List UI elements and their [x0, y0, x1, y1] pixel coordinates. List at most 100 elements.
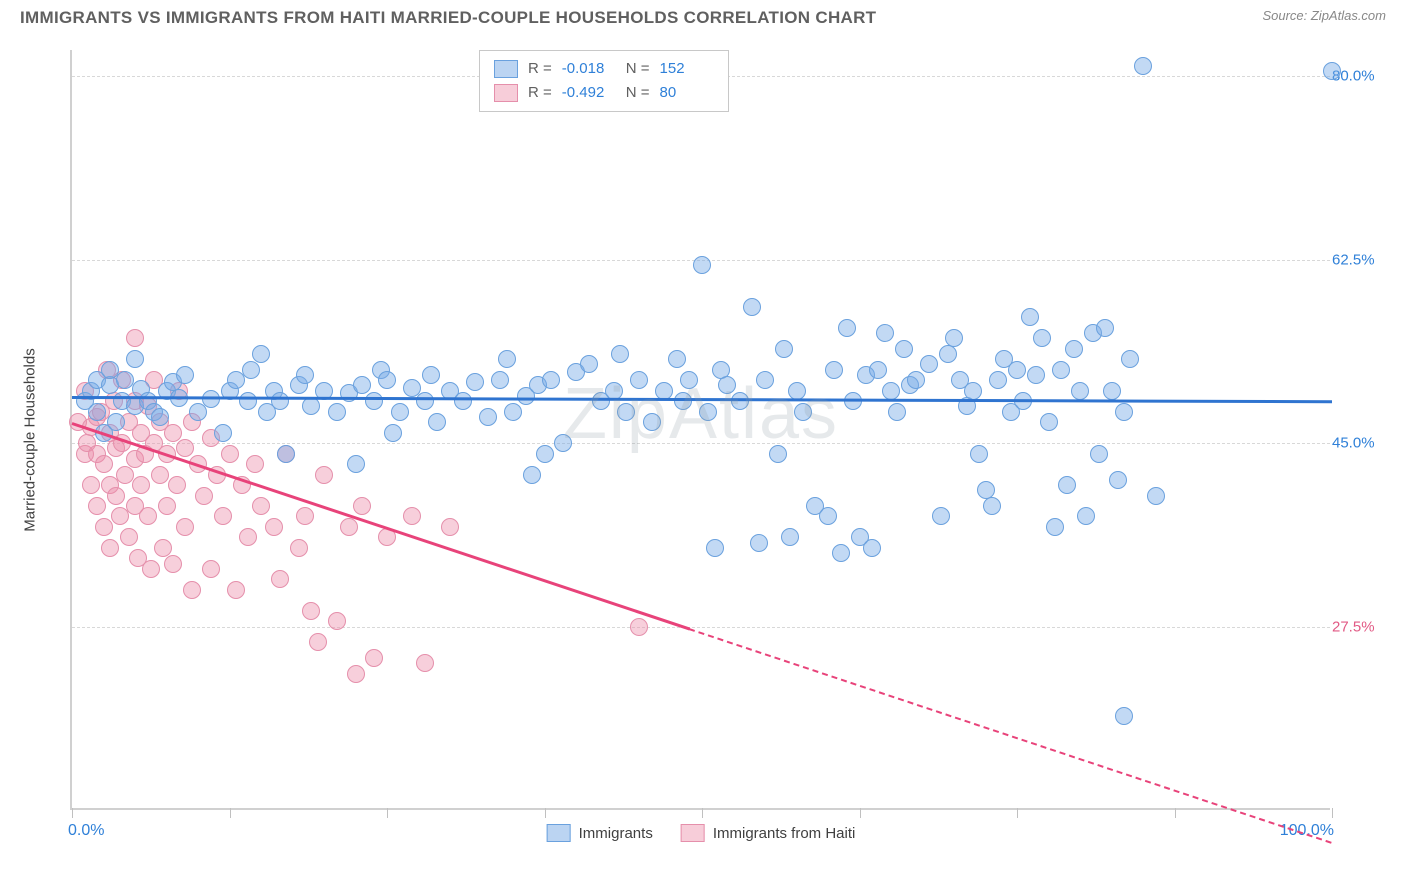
data-point	[176, 518, 194, 536]
data-point	[353, 497, 371, 515]
data-point	[643, 413, 661, 431]
data-point	[1147, 487, 1165, 505]
data-point	[195, 487, 213, 505]
trend-line	[72, 396, 1332, 403]
data-point	[1027, 366, 1045, 384]
data-point	[750, 534, 768, 552]
data-point	[1323, 62, 1341, 80]
data-point	[580, 355, 598, 373]
data-point	[416, 654, 434, 672]
data-point	[888, 403, 906, 421]
data-point	[825, 361, 843, 379]
data-point	[907, 371, 925, 389]
data-point	[876, 324, 894, 342]
data-point	[242, 361, 260, 379]
x-label-start: 0.0%	[68, 822, 104, 840]
data-point	[302, 602, 320, 620]
legend-row: R =-0.492N =80	[494, 81, 714, 105]
data-point	[781, 528, 799, 546]
data-point	[1071, 382, 1089, 400]
data-point	[107, 487, 125, 505]
data-point	[347, 665, 365, 683]
data-point	[756, 371, 774, 389]
data-point	[151, 408, 169, 426]
legend-N-value: 152	[660, 57, 714, 81]
data-point	[869, 361, 887, 379]
data-point	[296, 507, 314, 525]
data-point	[347, 455, 365, 473]
data-point	[611, 345, 629, 363]
legend-swatch	[494, 60, 518, 78]
data-point	[1134, 57, 1152, 75]
data-point	[142, 560, 160, 578]
data-point	[428, 413, 446, 431]
data-point	[239, 528, 257, 546]
data-point	[95, 518, 113, 536]
data-point	[365, 392, 383, 410]
data-point	[214, 507, 232, 525]
data-point	[116, 371, 134, 389]
data-point	[1115, 707, 1133, 725]
data-point	[479, 408, 497, 426]
data-point	[296, 366, 314, 384]
legend-swatch	[681, 824, 705, 842]
y-axis-title: Married-couple Households	[22, 348, 39, 531]
trend-line	[72, 422, 690, 630]
data-point	[819, 507, 837, 525]
data-point	[630, 618, 648, 636]
data-point	[693, 256, 711, 274]
data-point	[895, 340, 913, 358]
data-point	[970, 445, 988, 463]
data-point	[964, 382, 982, 400]
data-point	[1058, 476, 1076, 494]
x-tick	[1332, 808, 1333, 818]
data-point	[945, 329, 963, 347]
data-point	[88, 403, 106, 421]
x-tick	[1017, 808, 1018, 818]
data-point	[504, 403, 522, 421]
data-point	[246, 455, 264, 473]
legend-N-value: 80	[660, 81, 714, 105]
chart-container: Married-couple Households ZipAtlas R =-0…	[50, 50, 1380, 830]
gridline	[72, 443, 1330, 444]
data-point	[239, 392, 257, 410]
data-point	[1103, 382, 1121, 400]
data-point	[176, 439, 194, 457]
plot-area: ZipAtlas R =-0.018N =152R =-0.492N =80 I…	[70, 50, 1330, 810]
data-point	[674, 392, 692, 410]
y-tick-label: 62.5%	[1332, 251, 1384, 268]
data-point	[384, 424, 402, 442]
legend-R-label: R =	[528, 57, 552, 81]
data-point	[227, 581, 245, 599]
gridline	[72, 627, 1330, 628]
legend-series-name: Immigrants from Haiti	[713, 825, 856, 842]
data-point	[315, 466, 333, 484]
data-point	[536, 445, 554, 463]
data-point	[353, 376, 371, 394]
data-point	[183, 581, 201, 599]
data-point	[290, 539, 308, 557]
data-point	[120, 528, 138, 546]
legend-R-value: -0.492	[562, 81, 616, 105]
legend-series-name: Immigrants	[579, 825, 653, 842]
source-attribution: Source: ZipAtlas.com	[1262, 8, 1386, 23]
data-point	[101, 539, 119, 557]
data-point	[271, 392, 289, 410]
data-point	[794, 403, 812, 421]
data-point	[989, 371, 1007, 389]
data-point	[132, 476, 150, 494]
data-point	[1115, 403, 1133, 421]
data-point	[1065, 340, 1083, 358]
data-point	[1040, 413, 1058, 431]
data-point	[82, 476, 100, 494]
data-point	[863, 539, 881, 557]
data-point	[271, 570, 289, 588]
data-point	[88, 497, 106, 515]
data-point	[126, 350, 144, 368]
legend-R-value: -0.018	[562, 57, 616, 81]
legend-swatch	[494, 84, 518, 102]
data-point	[939, 345, 957, 363]
data-point	[328, 403, 346, 421]
legend-N-label: N =	[626, 81, 650, 105]
data-point	[498, 350, 516, 368]
